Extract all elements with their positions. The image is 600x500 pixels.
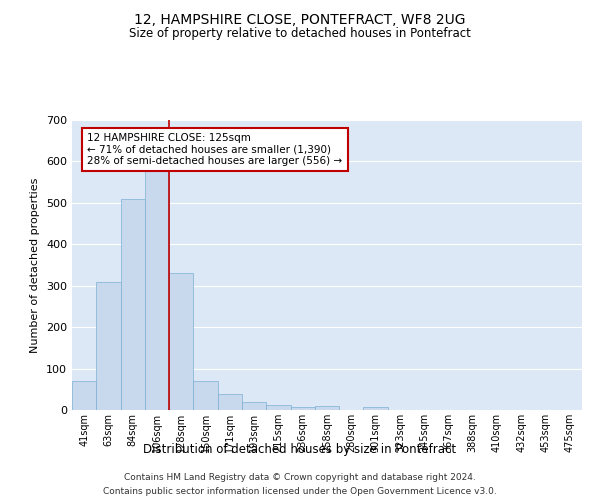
Bar [242,402,266,410]
Bar [169,274,193,410]
Text: Contains public sector information licensed under the Open Government Licence v3: Contains public sector information licen… [103,488,497,496]
Text: Contains HM Land Registry data © Crown copyright and database right 2024.: Contains HM Land Registry data © Crown c… [124,472,476,482]
Bar [364,406,388,410]
Bar [290,406,315,410]
Text: Size of property relative to detached houses in Pontefract: Size of property relative to detached ho… [129,28,471,40]
Bar [218,394,242,410]
Bar [121,198,145,410]
Bar [145,170,169,410]
Bar [96,282,121,410]
Text: 12 HAMPSHIRE CLOSE: 125sqm
← 71% of detached houses are smaller (1,390)
28% of s: 12 HAMPSHIRE CLOSE: 125sqm ← 71% of deta… [88,133,343,166]
Bar [72,380,96,410]
Text: 12, HAMPSHIRE CLOSE, PONTEFRACT, WF8 2UG: 12, HAMPSHIRE CLOSE, PONTEFRACT, WF8 2UG [134,12,466,26]
Y-axis label: Number of detached properties: Number of detached properties [31,178,40,352]
Text: Distribution of detached houses by size in Pontefract: Distribution of detached houses by size … [143,442,457,456]
Bar [266,405,290,410]
Bar [193,381,218,410]
Bar [315,406,339,410]
